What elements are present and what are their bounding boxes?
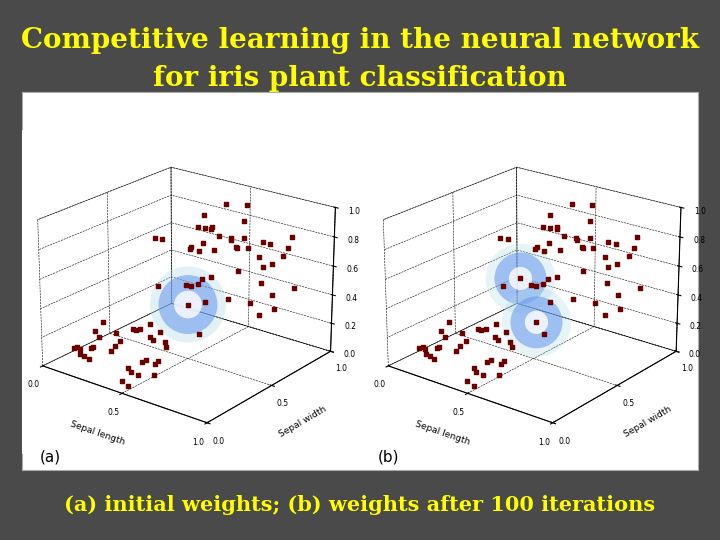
X-axis label: Sepal length: Sepal length	[414, 420, 472, 447]
Text: for iris plant classification: for iris plant classification	[153, 65, 567, 92]
Text: Competitive learning in the neural network: Competitive learning in the neural netwo…	[21, 27, 699, 54]
Text: (b): (b)	[378, 450, 400, 465]
Y-axis label: Sepal width: Sepal width	[277, 404, 328, 439]
Text: (a) initial weights; (b) weights after 100 iterations: (a) initial weights; (b) weights after 1…	[64, 495, 656, 515]
Text: (a): (a)	[40, 450, 60, 465]
X-axis label: Sepal length: Sepal length	[68, 420, 126, 447]
Y-axis label: Sepal width: Sepal width	[623, 404, 673, 439]
